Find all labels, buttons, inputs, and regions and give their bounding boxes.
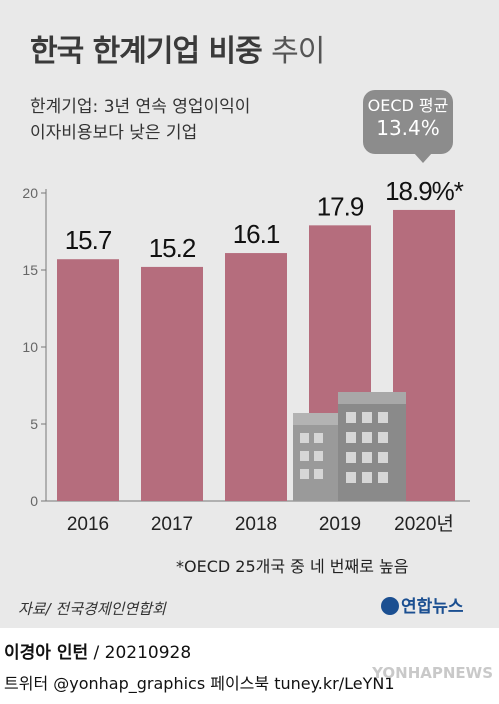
x-tick-label: 2018 [235, 514, 277, 535]
credit-name: 이경아 인턴 [4, 643, 89, 663]
footer: 이경아 인턴 / 20210928 트위터 @yonhap_graphics 페… [0, 628, 499, 704]
bar-value-label: 17.9 [317, 191, 364, 221]
social-links: 트위터 @yonhap_graphics 페이스북 tuney.kr/LeYN1 [4, 674, 395, 693]
bar-value-label: 15.7 [65, 225, 112, 255]
oecd-average-callout: OECD 평균 13.4% [363, 90, 453, 154]
building-illustration [293, 392, 406, 501]
oecd-label: OECD 평균 [367, 96, 449, 115]
x-tick-label: 2017 [151, 514, 193, 535]
bar [57, 259, 119, 501]
subtitle-line-2: 이자비용보다 낮은 기업 [30, 123, 198, 143]
x-tick-label: 2019 [319, 514, 361, 535]
y-tick-label: 5 [30, 416, 38, 432]
y-tick-label: 20 [22, 185, 38, 201]
y-tick-label: 0 [30, 493, 38, 509]
y-axis: 0 5 10 15 20 [22, 185, 470, 509]
subtitle-line-1: 한계기업: 3년 연속 영업이익이 [30, 97, 251, 117]
x-tick-label: 2020년 [394, 513, 454, 535]
bar-chart: 0 5 10 15 20 15.7 15.2 16.1 17.9 18.9%* 2016 2017… [22, 176, 470, 535]
bar [141, 266, 203, 501]
bar-value-label: 18.9%* [385, 176, 464, 206]
callout-pointer [414, 153, 432, 163]
watermark: YONHAPNEWS [372, 664, 493, 682]
y-tick-label: 15 [22, 262, 38, 278]
x-tick-label: 2016 [67, 514, 109, 535]
logo-mark-icon [381, 597, 399, 615]
oecd-value: 13.4% [376, 116, 440, 140]
footnote: *OECD 25개국 중 네 번째로 높음 [176, 557, 409, 576]
bar-value-label: 16.1 [233, 219, 280, 249]
data-labels: 15.7 15.2 16.1 17.9 18.9%* [65, 176, 465, 263]
title-bold: 한국 한계기업 비중 [30, 34, 263, 69]
source-note: 자료/ 전국경제인연합회 [18, 600, 166, 618]
bar [225, 253, 287, 501]
chart-title: 한국 한계기업 비중 추이 [30, 26, 325, 70]
chart-panel: 한국 한계기업 비중 추이 한계기업: 3년 연속 영업이익이 이자비용보다 낮… [18, 26, 470, 618]
logo-text: 연합뉴스 [401, 597, 464, 617]
bar-value-label: 15.2 [149, 233, 196, 263]
credit-line: 이경아 인턴 / 20210928 [4, 638, 191, 663]
yonhap-logo: 연합뉴스 [381, 592, 464, 617]
title-light: 추이 [271, 34, 325, 69]
y-tick-label: 10 [22, 339, 38, 355]
credit-date: / 20210928 [88, 643, 192, 663]
x-axis: 2016 2017 2018 2019 2020년 [67, 513, 454, 535]
